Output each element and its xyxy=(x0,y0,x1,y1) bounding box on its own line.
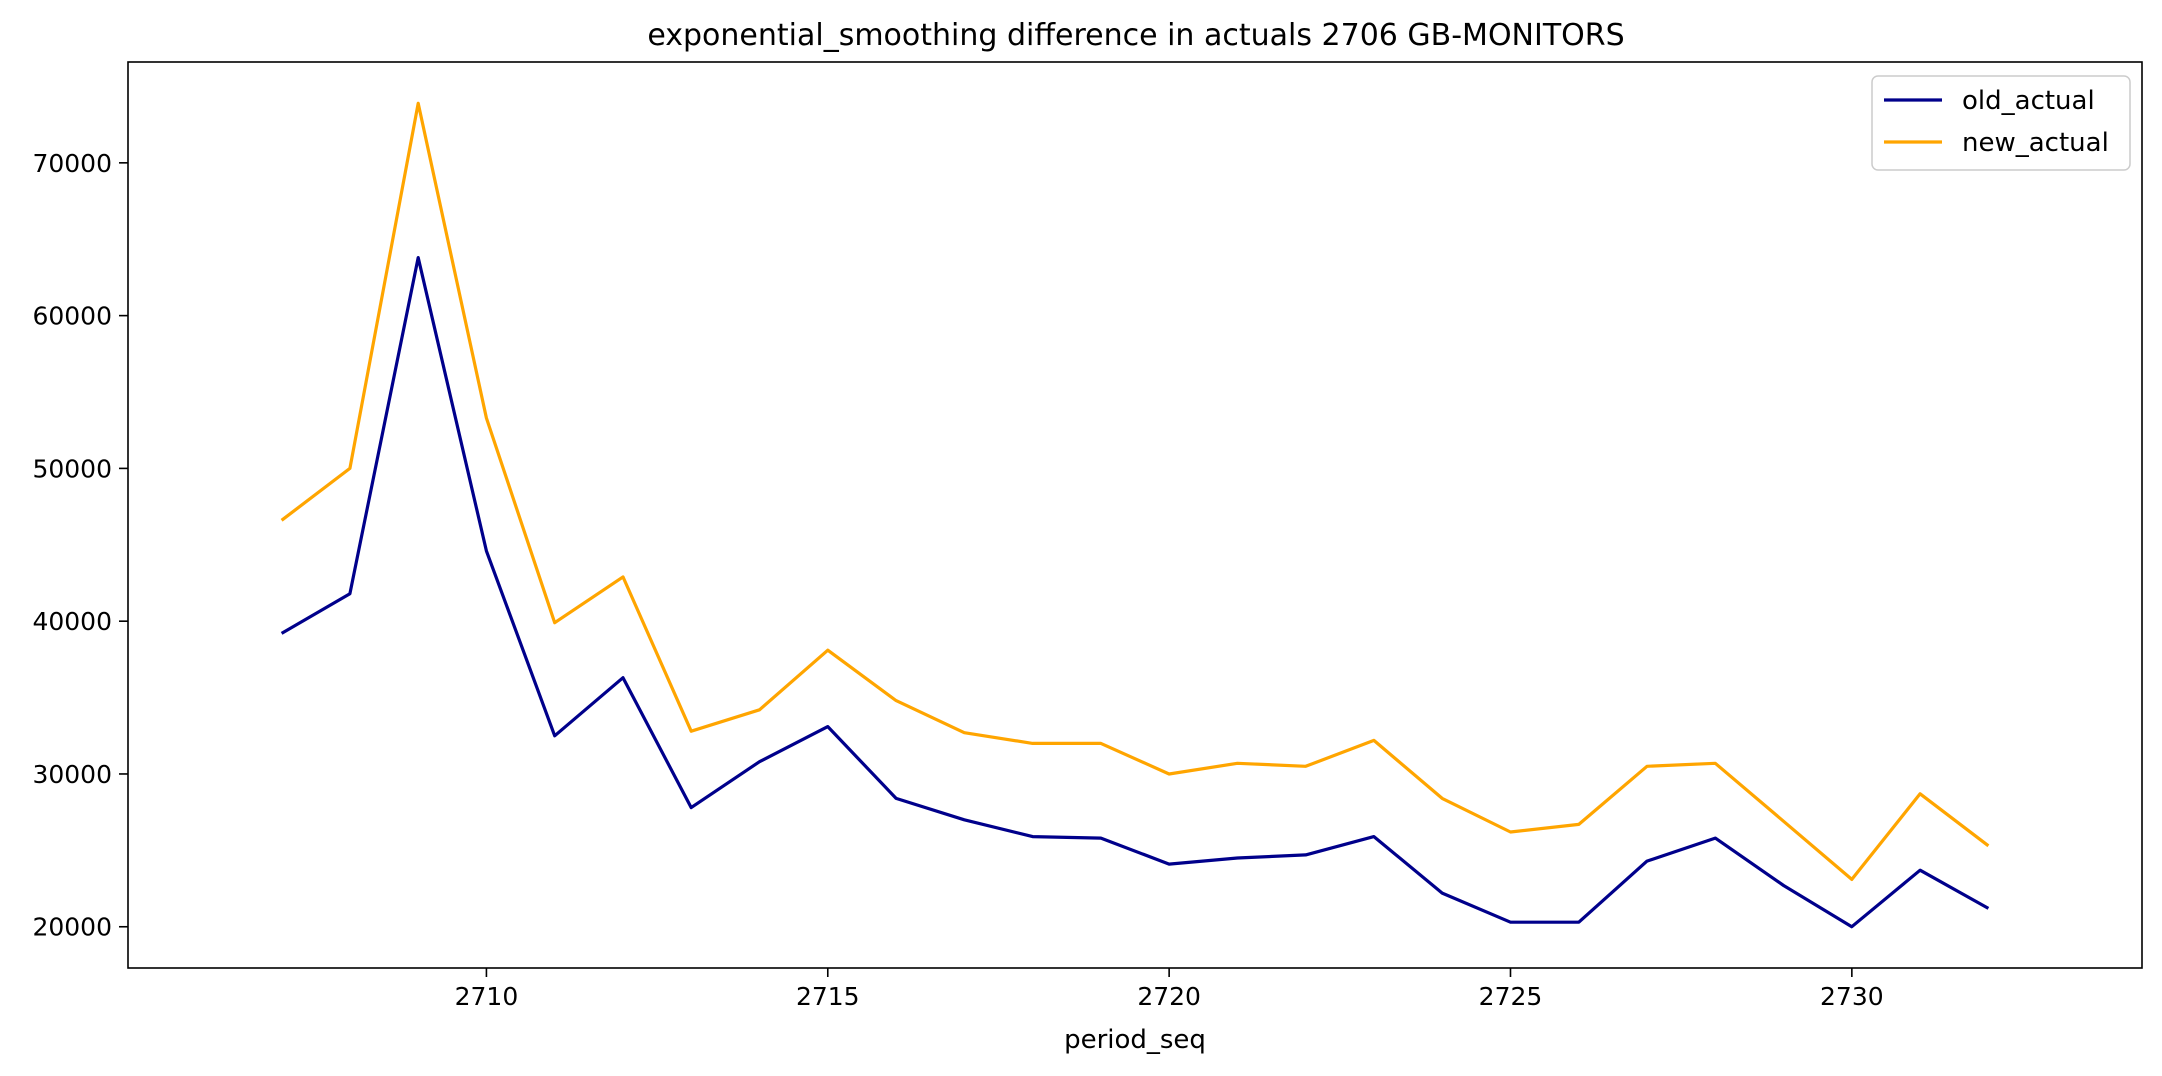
x-tick-label: 2715 xyxy=(796,982,860,1011)
series-layer xyxy=(280,101,1990,929)
series-line-old-actual xyxy=(280,256,1990,929)
x-axis-label: period_seq xyxy=(1064,1025,1206,1055)
y-tick-label: 30000 xyxy=(32,760,112,789)
y-tick-label: 40000 xyxy=(32,607,112,636)
x-tick-label: 2720 xyxy=(1137,982,1201,1011)
plot-area-frame xyxy=(127,61,2143,969)
legend-label: new_actual xyxy=(1962,128,2109,158)
x-tick-label: 2710 xyxy=(455,982,519,1011)
y-tick-label: 60000 xyxy=(32,302,112,331)
y-axis: 20000 30000 40000 50000 60000 70000 xyxy=(32,149,128,942)
legend: old_actual new_actual xyxy=(1871,75,2131,171)
series-line-new-actual xyxy=(280,101,1990,882)
x-tick-label: 2730 xyxy=(1820,982,1884,1011)
y-tick-label: 50000 xyxy=(32,454,112,483)
x-tick-label: 2725 xyxy=(1479,982,1543,1011)
y-tick-label: 70000 xyxy=(32,149,112,178)
legend-label: old_actual xyxy=(1962,86,2095,116)
x-axis: 2710 2715 2720 2725 2730 xyxy=(455,968,1884,1011)
chart-title: exponential_smoothing difference in actu… xyxy=(647,18,1624,53)
y-tick-label: 20000 xyxy=(32,913,112,942)
